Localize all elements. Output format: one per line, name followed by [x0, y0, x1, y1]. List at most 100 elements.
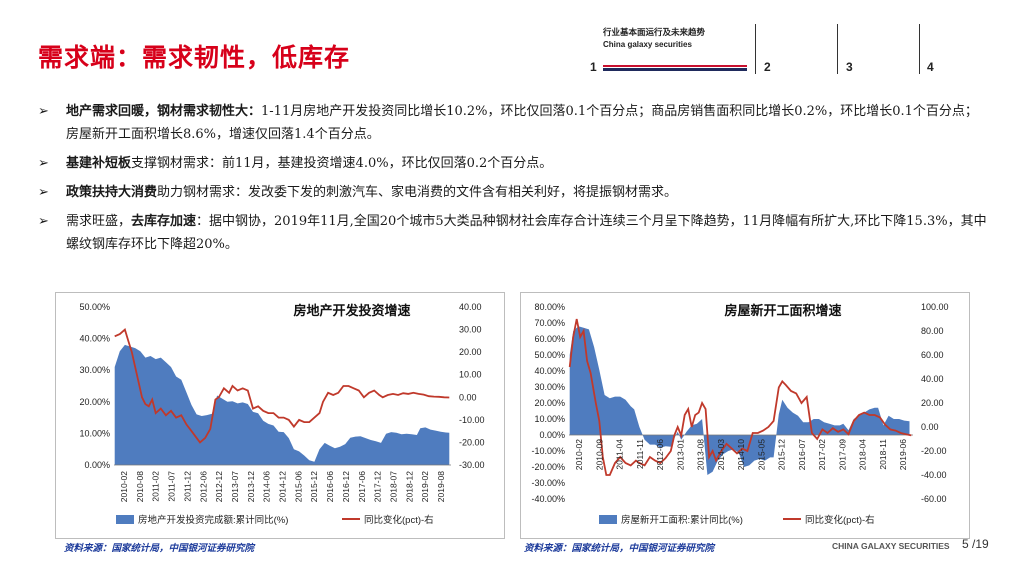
x-tick-label: 2013-12	[246, 471, 256, 502]
y-left-tick-label: -10.00%	[531, 446, 565, 456]
legend-label-line: 同比变化(pct)-右	[364, 514, 434, 526]
y-right-tick-label: 40.00	[921, 374, 944, 384]
chart-new-construction: -40.00% -30.00% -20.00% -10.00% 0.00% 10.00% 2…	[531, 302, 949, 526]
y-right-tick-label: -60.00	[921, 494, 947, 504]
nav-section-3[interactable]: 3	[846, 60, 853, 74]
x-tick-label: 2014-12	[278, 471, 288, 502]
bullet-bold: 地产需求回暖，钢材需求韧性大：	[66, 104, 262, 119]
x-tick-label: 2015-06	[293, 471, 303, 502]
x-tick-label: 2019-08	[436, 471, 446, 502]
bullet-text: ：据中钢协，2019年11月,全国20个城市5大类品种钢材社会库存合计连续三个月…	[66, 214, 987, 252]
bullet-bold: 政策扶持大消费	[66, 185, 158, 200]
x-tick-label: 2019-06	[898, 439, 908, 470]
x-tick-label: 2017-06	[357, 471, 367, 502]
y-right-tick-label: 10.00	[459, 370, 482, 380]
y-right-tick-label: 100.00	[921, 302, 949, 312]
chart-title: 房屋新开工面积增速	[724, 303, 841, 318]
x-tick-label: 2018-11	[878, 439, 888, 470]
bullet-bold: 去库存加速	[131, 214, 197, 229]
x-tick-label: 2011-12	[182, 471, 192, 502]
legend-swatch-area	[116, 515, 134, 524]
x-tick-label: 2013-08	[696, 439, 706, 470]
y-right-tick-label: 20.00	[459, 347, 482, 357]
section-nav-subtitle: 行业基本面运行及未来趋势 China galaxy securities	[603, 28, 705, 50]
x-tick-label: 2013-01	[675, 439, 685, 470]
x-tick-label: 2016-06	[325, 471, 335, 502]
y-right-tick-label: 0.00	[459, 392, 477, 402]
x-tick-label: 2010-02	[574, 439, 584, 470]
arrow-bullet-icon: ➢	[38, 156, 49, 171]
y-left-tick-label: 20.00%	[534, 398, 565, 408]
y-right-tick-label: -20.00	[459, 437, 485, 447]
x-tick-label: 2010-08	[135, 471, 145, 502]
y-left-tick-label: 0.00%	[539, 430, 565, 440]
bullet-bold: 基建补短板	[66, 156, 132, 171]
nav-section-2[interactable]: 2	[764, 60, 771, 74]
source-note: 资料来源：国家统计局，中国银河证券研究院	[64, 543, 255, 554]
x-tick-label: 2012-06	[198, 471, 208, 502]
x-tick-label: 2017-09	[837, 439, 847, 470]
page-number: 5 /19	[962, 537, 989, 551]
arrow-bullet-icon: ➢	[38, 185, 49, 200]
nav-separator	[755, 24, 756, 74]
x-tick-label: 2017-02	[817, 439, 827, 470]
x-tick-label: 2018-07	[388, 471, 398, 502]
chart-title: 房地产开发投资增速	[293, 303, 410, 318]
legend-swatch-area	[599, 515, 617, 524]
line-series	[114, 327, 450, 444]
area-series	[114, 344, 450, 465]
y-right-tick-label: 0.00	[921, 422, 939, 432]
y-left-tick-label: 40.00%	[534, 366, 565, 376]
x-tick-label: 2012-12	[214, 471, 224, 502]
x-tick-label: 2011-04	[615, 439, 625, 470]
x-tick-label: 2015-05	[756, 439, 766, 470]
nav-section-1[interactable]: 1	[590, 60, 597, 74]
y-left-tick-label: 30.00%	[79, 365, 110, 375]
chart-new-construction-frame: -40.00% -30.00% -20.00% -10.00% 0.00% 10.00% 2…	[520, 292, 970, 539]
x-tick-label: 2014-06	[262, 471, 272, 502]
y-left-tick-label: 0.00%	[84, 460, 110, 470]
arrow-bullet-icon: ➢	[38, 104, 49, 119]
bullet-item: ➢ 需求旺盛，去库存加速：据中钢协，2019年11月,全国20个城市5大类品种钢材…	[38, 210, 988, 256]
source-note: 资料来源：国家统计局，中国银河证券研究院	[524, 543, 715, 554]
legend-label-area: 房屋新开工面积:累计同比(%)	[621, 514, 743, 526]
x-tick-label: 2011-02	[151, 471, 161, 502]
x-tick-label: 2011-11	[635, 439, 645, 469]
nav-progress-bar	[603, 65, 747, 71]
y-left-tick-label: 10.00%	[79, 428, 110, 438]
x-tick-label: 2019-02	[420, 471, 430, 502]
x-tick-label: 2016-12	[341, 471, 351, 502]
area-series	[569, 326, 910, 475]
x-tick-label: 2018-12	[404, 471, 414, 502]
y-left-tick-label: -40.00%	[531, 494, 565, 504]
chart-investment-frame: 0.00% 10.00% 20.00% 30.00% 40.00% 50.00% -30.0…	[55, 292, 505, 539]
x-tick-label: 2016-07	[797, 439, 807, 470]
nav-subtitle-en: China galaxy securities	[603, 40, 692, 49]
y-right-tick-label: 30.00	[459, 325, 482, 335]
x-tick-label: 2011-07	[167, 471, 177, 502]
y-right-tick-label: -40.00	[921, 470, 947, 480]
legend-label-area: 房地产开发投资完成额:累计同比(%)	[138, 514, 288, 526]
nav-section-4[interactable]: 4	[927, 60, 934, 74]
x-tick-label: 2010-09	[594, 439, 604, 470]
y-left-tick-label: -20.00%	[531, 462, 565, 472]
bullet-text: 支撑钢材需求：前11月，基建投资增速4.0%，环比仅回落0.2个百分点。	[131, 156, 553, 171]
bullet-list: ➢ 地产需求回暖，钢材需求韧性大：1-11月房地产开发投资同比增长10.2%，环比…	[38, 100, 988, 262]
line-series	[568, 318, 912, 476]
page-title: 需求端：需求韧性，低库存	[38, 43, 351, 72]
bullet-pre: 需求旺盛，	[66, 214, 132, 229]
y-left-tick-label: 20.00%	[79, 397, 110, 407]
y-left-tick-label: 50.00%	[79, 302, 110, 312]
x-tick-label: 2014-10	[736, 439, 746, 470]
y-left-tick-label: 70.00%	[534, 318, 565, 328]
x-tick-label: 2013-07	[230, 471, 240, 502]
bullet-item: ➢ 基建补短板支撑钢材需求：前11月，基建投资增速4.0%，环比仅回落0.2个百分…	[38, 152, 988, 175]
y-left-tick-label: 50.00%	[534, 350, 565, 360]
arrow-bullet-icon: ➢	[38, 214, 49, 229]
y-right-tick-label: 80.00	[921, 326, 944, 336]
bullet-item: ➢ 政策扶持大消费助力钢材需求：发改委下发的刺激汽车、家电消费的文件含有相关利好，…	[38, 181, 988, 204]
y-right-tick-label: -20.00	[921, 446, 947, 456]
nav-separator	[919, 24, 920, 74]
bullet-item: ➢ 地产需求回暖，钢材需求韧性大：1-11月房地产开发投资同比增长10.2%，环比…	[38, 100, 988, 146]
y-right-tick-label: -10.00	[459, 415, 485, 425]
